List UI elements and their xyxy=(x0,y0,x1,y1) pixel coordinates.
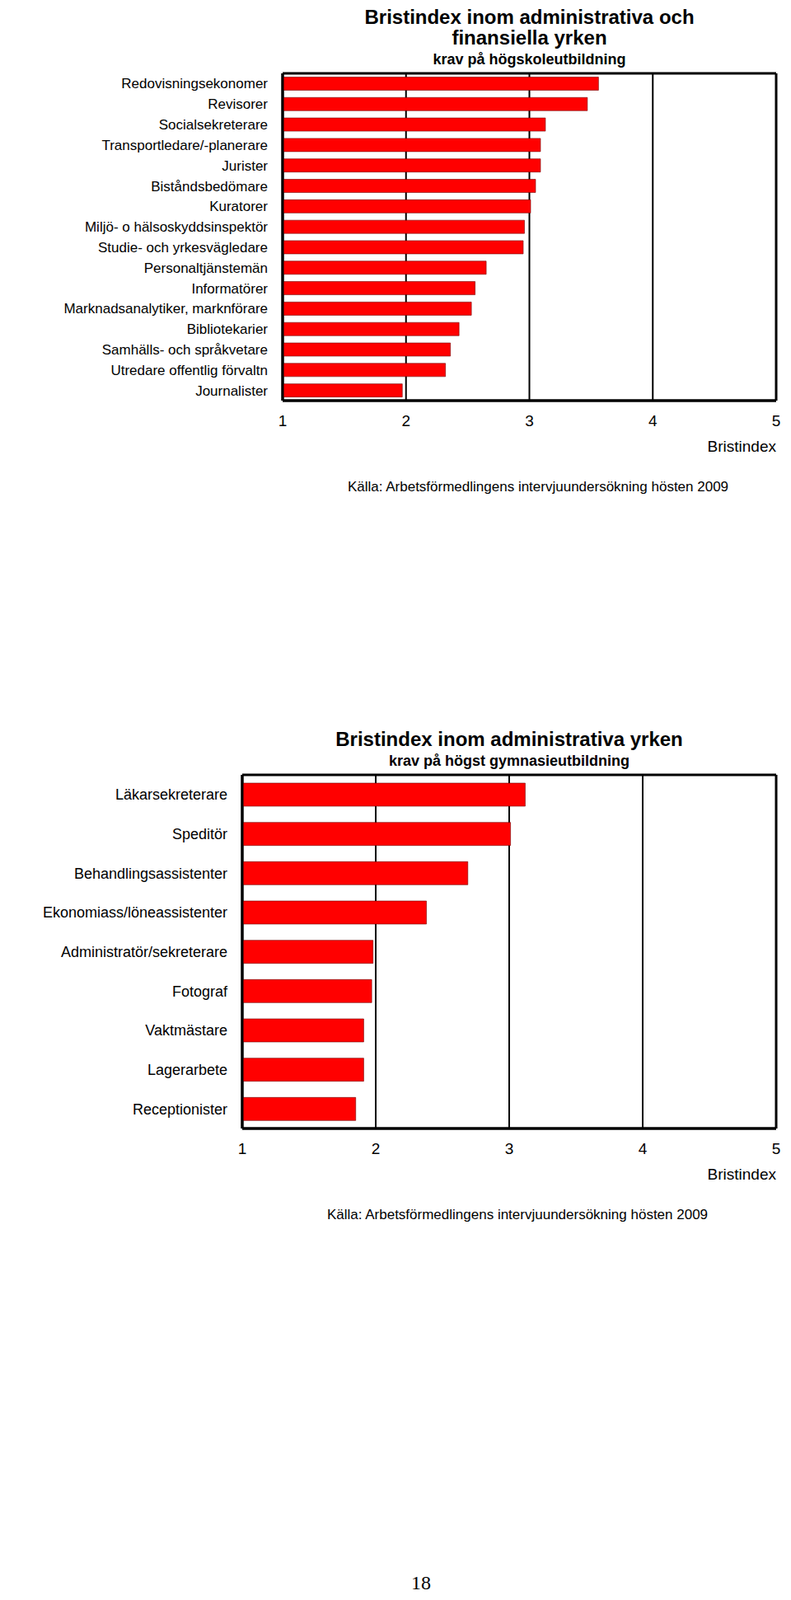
svg-text:Redovisningsekonomer: Redovisningsekonomer xyxy=(121,75,268,92)
html-text:18: 18 xyxy=(411,1571,431,1593)
html-text:Källa: Arbetsförmedlingens int: Källa: Arbetsförmedlingens intervjuunder… xyxy=(327,1206,708,1222)
svg-text:1: 1 xyxy=(278,411,288,430)
svg-text:Bibliotekarier: Bibliotekarier xyxy=(187,321,269,337)
svg-text:Studie- och yrkesvägledare: Studie- och yrkesvägledare xyxy=(98,239,268,256)
svg-text:Utredare offentlig förvaltn: Utredare offentlig förvaltn xyxy=(110,362,268,379)
html-text:Bristindex inom administrativa: Bristindex inom administrativa yrken xyxy=(335,727,683,750)
svg-text:Ekonomiass/löneassistenter: Ekonomiass/löneassistenter xyxy=(42,903,228,921)
svg-text:Journalister: Journalister xyxy=(195,383,268,399)
svg-text:Receptionister: Receptionister xyxy=(132,1100,228,1118)
svg-text:Jurister: Jurister xyxy=(221,158,268,174)
svg-text:Revisorer: Revisorer xyxy=(207,96,268,113)
svg-text:4: 4 xyxy=(638,1139,648,1157)
svg-text:Informatörer: Informatörer xyxy=(191,280,268,297)
svg-text:5: 5 xyxy=(772,1139,782,1157)
svg-text:Kuratorer: Kuratorer xyxy=(209,198,268,215)
svg-text:4: 4 xyxy=(648,411,658,430)
svg-text:Bristindex: Bristindex xyxy=(707,1165,777,1180)
svg-text:Läkarsekreterare: Läkarsekreterare xyxy=(115,786,228,803)
svg-text:5: 5 xyxy=(772,411,782,430)
svg-text:Bristindex: Bristindex xyxy=(707,437,777,452)
svg-text:Socialsekreterare: Socialsekreterare xyxy=(159,117,268,133)
svg-text:2: 2 xyxy=(371,1139,381,1157)
svg-text:Samhälls- och språkvetare: Samhälls- och språkvetare xyxy=(102,341,268,358)
svg-text:Fotograf: Fotograf xyxy=(172,982,229,1000)
html-text:krav på högskoleutbildning: krav på högskoleutbildning xyxy=(432,51,626,68)
svg-text:Transportledare/-planerare: Transportledare/-planerare xyxy=(101,137,268,154)
svg-text:Marknadsanalytiker, marknförar: Marknadsanalytiker, marknförare xyxy=(63,300,268,317)
svg-text:3: 3 xyxy=(524,411,534,430)
html-text:krav på högst gymnasieutbildni: krav på högst gymnasieutbildning xyxy=(388,752,630,769)
html-text:Källa: Arbetsförmedlingens int: Källa: Arbetsförmedlingens intervjuunder… xyxy=(347,478,729,495)
svg-text:2: 2 xyxy=(401,411,411,430)
svg-text:3: 3 xyxy=(505,1139,515,1157)
svg-text:Personaltjänstemän: Personaltjänstemän xyxy=(144,260,268,277)
svg-text:Miljö- o hälsoskyddsinspektör: Miljö- o hälsoskyddsinspektör xyxy=(84,219,268,235)
svg-text:Speditör: Speditör xyxy=(172,825,228,843)
html-text:Bristindex inom administrativa: Bristindex inom administrativa och finan… xyxy=(364,5,695,49)
svg-text:Biståndsbedömare: Biståndsbedömare xyxy=(150,178,268,195)
svg-text:Lagerarbete: Lagerarbete xyxy=(147,1061,228,1078)
svg-text:Administratör/sekreterare: Administratör/sekreterare xyxy=(60,943,228,960)
svg-text:1: 1 xyxy=(238,1139,248,1157)
svg-text:Behandlingsassistenter: Behandlingsassistenter xyxy=(74,865,228,882)
svg-text:Vaktmästare: Vaktmästare xyxy=(145,1021,228,1039)
